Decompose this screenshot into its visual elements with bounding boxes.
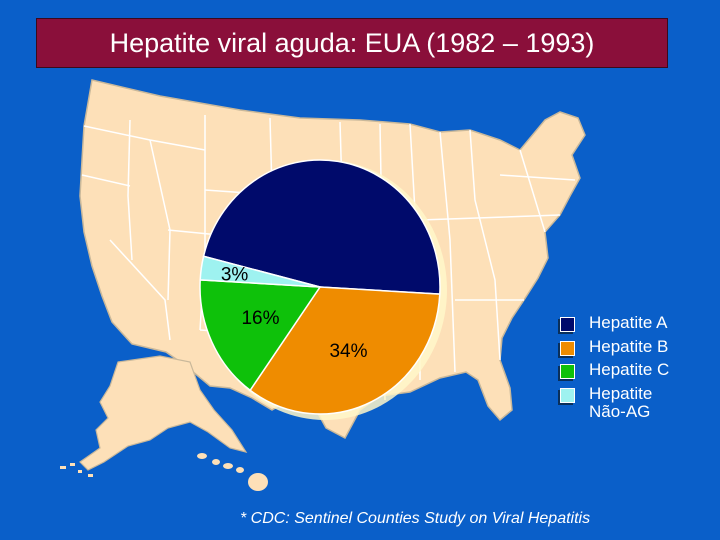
pie-labels: 34% 16% 3% [221,264,368,362]
legend-swatch [560,364,575,379]
legend-item: Hepatite A [560,314,710,338]
hawaii [197,453,268,491]
legend: Hepatite A Hepatite B Hepatite C Hepatite Nã… [560,314,710,420]
legend-item: Hepatite Não-AG [560,384,710,420]
chart-title-bar: Hepatite viral aguda: EUA (1982 – 1993) [36,18,668,68]
chart-title: Hepatite viral aguda: EUA (1982 – 1993) [109,27,595,58]
legend-label: Hepatite C [589,361,699,379]
pie-chart [199,159,441,415]
source-footnote: * CDC: Sentinel Counties Study on Viral … [240,510,591,527]
aleutian-islands [60,463,93,477]
legend-label-line: Hepatite C [589,360,670,379]
pie-slice [199,279,322,392]
legend-swatch [560,340,575,356]
legend-label: Hepatite B [589,336,699,356]
pie-slice [202,159,441,295]
pie-data-label: 16% [241,308,279,329]
legend-label-line: Hepatite A [589,313,668,332]
legend-label-line: Não-AG [589,401,651,421]
legend-label: Hepatite Não-AG [589,383,699,421]
legend-label-line: Hepatite [589,383,653,403]
pie-slice [249,286,441,415]
legend-label-line: Hepatite B [589,336,669,356]
legend-swatch [560,317,575,332]
alaska [79,355,248,471]
pie-slice [199,255,321,288]
legend-item: Hepatite B [560,336,710,362]
legend-label: Hepatite A [589,314,699,332]
pie-data-label: 34% [329,341,367,362]
legend-item: Hepatite C [560,361,710,385]
pie-data-label: 3% [221,264,249,285]
legend-swatch [560,387,575,403]
